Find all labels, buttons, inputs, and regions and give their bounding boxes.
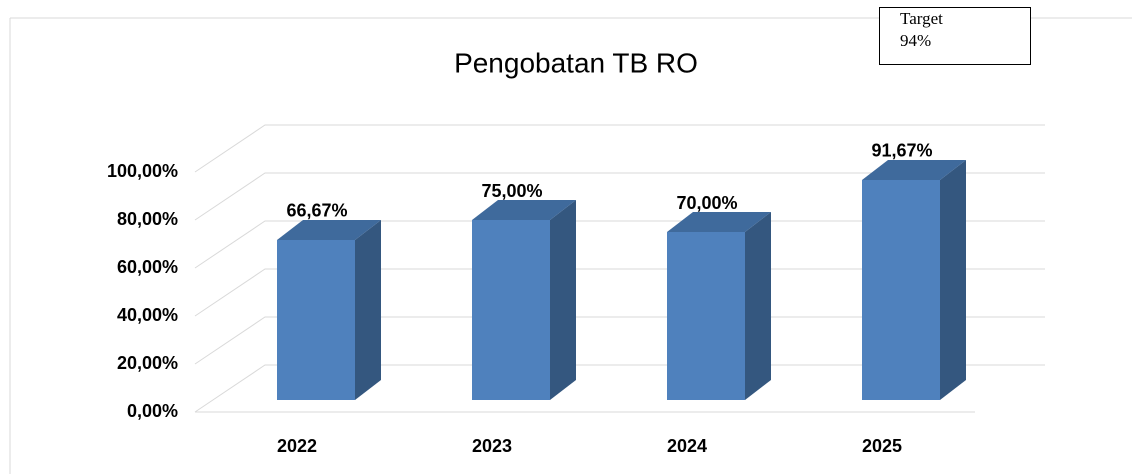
target-value: 94%: [900, 31, 932, 50]
grid-line: [194, 172, 1045, 221]
grid-line: [194, 364, 1045, 413]
grid-line: [194, 220, 1045, 269]
y-tick-label: 0,00%: [127, 401, 178, 421]
bar: [472, 220, 550, 400]
bar-top: [862, 159, 966, 180]
bar: [277, 239, 355, 400]
value-label: 70,00%: [676, 193, 737, 213]
bar-top: [472, 200, 576, 220]
grid-line: [194, 316, 1045, 365]
bar: [667, 232, 745, 400]
target-box: Target 94%: [879, 7, 1031, 65]
bar-top: [667, 212, 771, 232]
target-label: Target: [900, 9, 943, 28]
y-tick-label: 20,00%: [117, 353, 178, 373]
y-tick-label: 80,00%: [117, 209, 178, 229]
y-tick-label: 40,00%: [117, 305, 178, 325]
value-label: 66,67%: [286, 201, 347, 221]
bar-top: [277, 219, 381, 240]
x-tick-label: 2023: [472, 436, 512, 456]
bar: [862, 179, 940, 400]
x-tick-label: 2024: [667, 436, 707, 456]
bar-side: [550, 200, 576, 400]
value-label: 75,00%: [481, 181, 542, 201]
y-tick-label: 60,00%: [117, 257, 178, 277]
x-tick-label: 2022: [277, 436, 317, 456]
value-label: 91,67%: [871, 141, 932, 161]
grid-line: [194, 124, 1045, 173]
chart-title: Pengobatan TB RO: [454, 47, 698, 78]
bar-side: [355, 219, 381, 400]
bar-side: [940, 159, 966, 400]
y-tick-label: 100,00%: [107, 161, 178, 181]
grid-line: [194, 268, 1045, 317]
x-tick-label: 2025: [862, 436, 902, 456]
bar-side: [745, 212, 771, 400]
